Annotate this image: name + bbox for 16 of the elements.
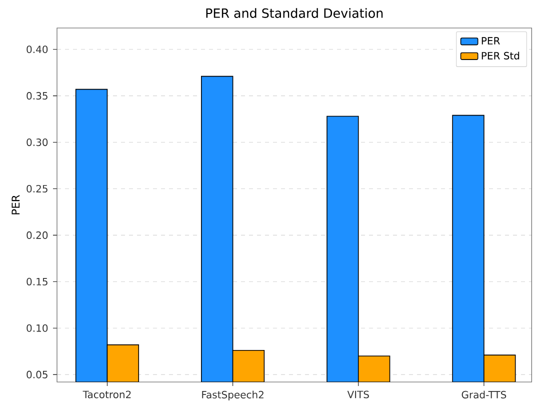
legend-label: PER Std <box>482 52 520 60</box>
x-tick-label: VITS <box>347 390 369 398</box>
legend-label: PER <box>482 37 500 44</box>
y-tick-label: 0.30 <box>26 138 48 146</box>
y-tick-label: 0.25 <box>26 185 48 193</box>
chart-title: PER and Standard Deviation <box>206 8 383 18</box>
y-tick-label: 0.35 <box>26 92 48 100</box>
y-tick-label: 0.10 <box>26 324 48 332</box>
y-tick-label: 0.05 <box>26 370 48 378</box>
x-tick-label: Grad-TTS <box>462 390 506 399</box>
y-tick-label: 0.15 <box>26 278 48 286</box>
y-axis-title: PER <box>12 195 20 214</box>
x-tick-label: FastSpeech2 <box>202 390 264 400</box>
y-tick-label: 0.20 <box>26 231 48 240</box>
y-tick-label: 0.40 <box>26 46 48 54</box>
x-tick-label: Tacotron2 <box>82 390 131 398</box>
